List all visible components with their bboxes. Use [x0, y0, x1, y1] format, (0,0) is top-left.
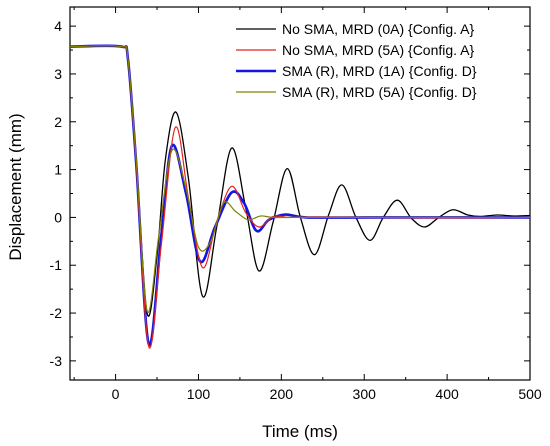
x-axis-tick-labels: 0 100 200 300 400 500 — [112, 386, 542, 402]
series-line-4 — [70, 45, 530, 314]
x-axis-title: Time (ms) — [262, 422, 338, 441]
y-tick-label: 2 — [54, 114, 62, 130]
y-tick-label: 1 — [54, 162, 62, 178]
y-tick-label: -2 — [50, 305, 63, 321]
y-axis-tick-labels: -3 -2 -1 0 1 2 3 4 — [50, 18, 63, 369]
x-tick-label: 100 — [187, 386, 211, 402]
y-tick-label: 4 — [54, 18, 62, 34]
x-tick-label: 500 — [518, 386, 542, 402]
legend-label-4: SMA (R), MRD (5A) {Config. D} — [282, 84, 477, 100]
y-tick-label: -3 — [50, 353, 63, 369]
x-tick-label: 300 — [353, 386, 377, 402]
y-tick-label: -1 — [50, 257, 63, 273]
x-tick-label: 0 — [112, 386, 120, 402]
series-line-1 — [70, 45, 530, 317]
series-lines — [70, 44, 530, 349]
y-tick-label: 0 — [54, 209, 62, 225]
y-axis-title: Displacement (mm) — [6, 113, 25, 260]
x-tick-label: 400 — [435, 386, 459, 402]
legend-label-3: SMA (R), MRD (1A) {Config. D} — [282, 63, 477, 79]
y-tick-label: 3 — [54, 66, 62, 82]
legend-label-2: No SMA, MRD (5A) {Config. A} — [282, 42, 475, 58]
x-tick-label: 200 — [270, 386, 294, 402]
legend-label-1: No SMA, MRD (0A) {Config. A} — [282, 21, 475, 37]
x-axis-ticks — [73, 7, 531, 380]
legend: No SMA, MRD (0A) {Config. A} No SMA, MRD … — [236, 21, 477, 100]
